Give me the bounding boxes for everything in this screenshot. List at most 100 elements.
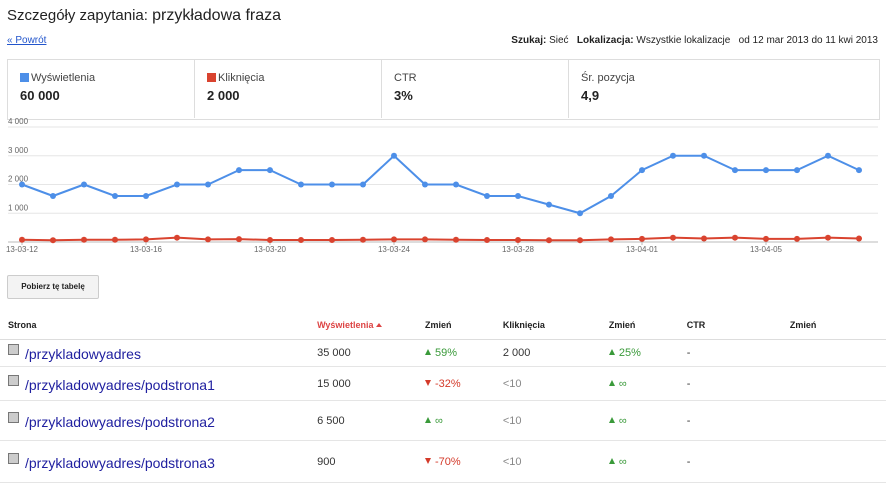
x-tick-label: 13-03-24 xyxy=(378,245,411,254)
point xyxy=(236,236,242,243)
table-cell: - xyxy=(678,440,782,483)
table-cell: 25% xyxy=(600,339,679,367)
sort-indicator xyxy=(376,322,383,327)
point xyxy=(329,236,335,243)
download-button[interactable]: Pobierz tę tabelę xyxy=(7,275,99,299)
point xyxy=(298,181,304,188)
point xyxy=(112,236,118,243)
summary-value: 4,9 xyxy=(581,88,600,103)
table-cell: /przykladowyadres xyxy=(0,339,310,367)
point xyxy=(298,236,304,243)
summary-value: 3% xyxy=(394,88,413,103)
column-header: Wyświetlenia xyxy=(309,310,417,340)
point xyxy=(515,236,521,243)
back-link[interactable]: « Powrót xyxy=(7,35,47,46)
cell-text: - xyxy=(686,377,691,390)
point xyxy=(205,181,211,188)
table-cell: 35 000 xyxy=(309,339,417,367)
summary-label-row: Śr. pozycja xyxy=(581,72,635,84)
point xyxy=(577,237,583,244)
table-row: /przykladowyadres/podstrona2 6 500 ∞ <10 ∞ - xyxy=(0,400,886,441)
filter-key: Szukaj: xyxy=(511,35,547,46)
table: Strona Wyświetlenia Zmień Kliknięcia Zmień CT… xyxy=(0,310,886,483)
cell-text: <10 xyxy=(502,377,522,390)
summary-value: 2 000 xyxy=(207,88,240,103)
column-header: Zmień xyxy=(416,310,495,340)
x-tick-label: 13-04-01 xyxy=(626,245,659,254)
point xyxy=(174,234,180,241)
change: ∞ xyxy=(608,377,627,390)
cell-text: - xyxy=(686,414,691,427)
point xyxy=(236,167,242,174)
table-cell xyxy=(781,440,886,483)
table-cell: ∞ xyxy=(416,400,495,441)
summary-label: Wyświetlenia xyxy=(31,72,96,84)
change: ∞ xyxy=(608,455,627,468)
table-cell: ∞ xyxy=(600,400,679,441)
cell-text: - xyxy=(686,347,691,359)
change: 25% xyxy=(608,347,641,359)
summary-cell: Śr. pozycja 4,9 xyxy=(569,60,749,118)
point xyxy=(422,181,428,188)
point xyxy=(639,235,645,242)
point xyxy=(453,181,459,188)
point xyxy=(267,236,273,243)
point xyxy=(19,181,25,188)
change-value: 25% xyxy=(618,347,641,359)
table-cell: <10 xyxy=(494,400,601,441)
summary-label: CTR xyxy=(394,72,417,84)
table-cell: - xyxy=(678,339,782,367)
point xyxy=(608,193,614,199)
page-link[interactable]: /przykladowyadres/podstrona3 xyxy=(25,454,215,471)
change-value: -32% xyxy=(434,377,461,390)
cell-text: 35 000 xyxy=(317,347,351,359)
point xyxy=(391,152,397,159)
summary-label: Śr. pozycja xyxy=(581,72,635,84)
change: ∞ xyxy=(424,415,443,427)
point xyxy=(50,193,56,199)
trend-arrow xyxy=(424,457,431,464)
trend-arrow xyxy=(608,349,615,355)
summary-label-row: CTR xyxy=(394,72,417,84)
table-cell: -70% xyxy=(416,440,495,483)
summary-cell: CTR 3% xyxy=(382,60,569,118)
point xyxy=(670,152,676,159)
table-cell xyxy=(781,339,886,367)
point xyxy=(515,193,521,199)
date-range: od 12 mar 2013 do 11 kwi 2013 xyxy=(738,35,878,46)
table-cell: /przykladowyadres/podstrona3 xyxy=(0,440,310,483)
table-row: /przykladowyadres/podstrona3 900 -70% <10 ∞ - xyxy=(0,440,886,483)
change: ∞ xyxy=(608,415,627,427)
column-header: Zmień xyxy=(600,310,679,340)
table-cell: 6 500 xyxy=(309,400,417,441)
page-link[interactable]: /przykladowyadres/podstrona1 xyxy=(25,376,215,393)
change: -32% xyxy=(424,377,461,390)
column-header: Kliknięcia xyxy=(494,310,601,340)
page-link[interactable]: /przykladowyadres/podstrona2 xyxy=(25,413,215,430)
page-link[interactable]: /przykladowyadres xyxy=(25,346,141,362)
point xyxy=(391,236,397,243)
summary-value: 60 000 xyxy=(20,88,60,103)
change-value: -70% xyxy=(434,455,461,468)
table-row: /przykladowyadres 35 000 59% 2 000 25% - xyxy=(0,339,886,367)
filter-key: Lokalizacja: xyxy=(576,35,634,46)
point xyxy=(825,234,831,241)
summary-label-row: Wyświetlenia xyxy=(20,72,95,84)
trend-arrow xyxy=(608,379,615,386)
trend-arrow xyxy=(424,416,431,423)
cell-text: <10 xyxy=(502,455,522,468)
y-tick-label: 1 000 xyxy=(8,203,29,212)
x-tick-label: 13-04-05 xyxy=(750,245,783,254)
change: 59% xyxy=(424,347,457,359)
point xyxy=(422,236,428,243)
summary-label: Kliknięcia xyxy=(218,72,265,84)
table-cell: ∞ xyxy=(600,440,679,483)
point xyxy=(360,236,366,243)
point xyxy=(794,167,800,174)
table-cell: 15 000 xyxy=(309,366,417,401)
change-value: ∞ xyxy=(618,377,627,390)
page-icon xyxy=(8,374,19,386)
point xyxy=(546,237,552,244)
change-value: ∞ xyxy=(618,455,627,468)
